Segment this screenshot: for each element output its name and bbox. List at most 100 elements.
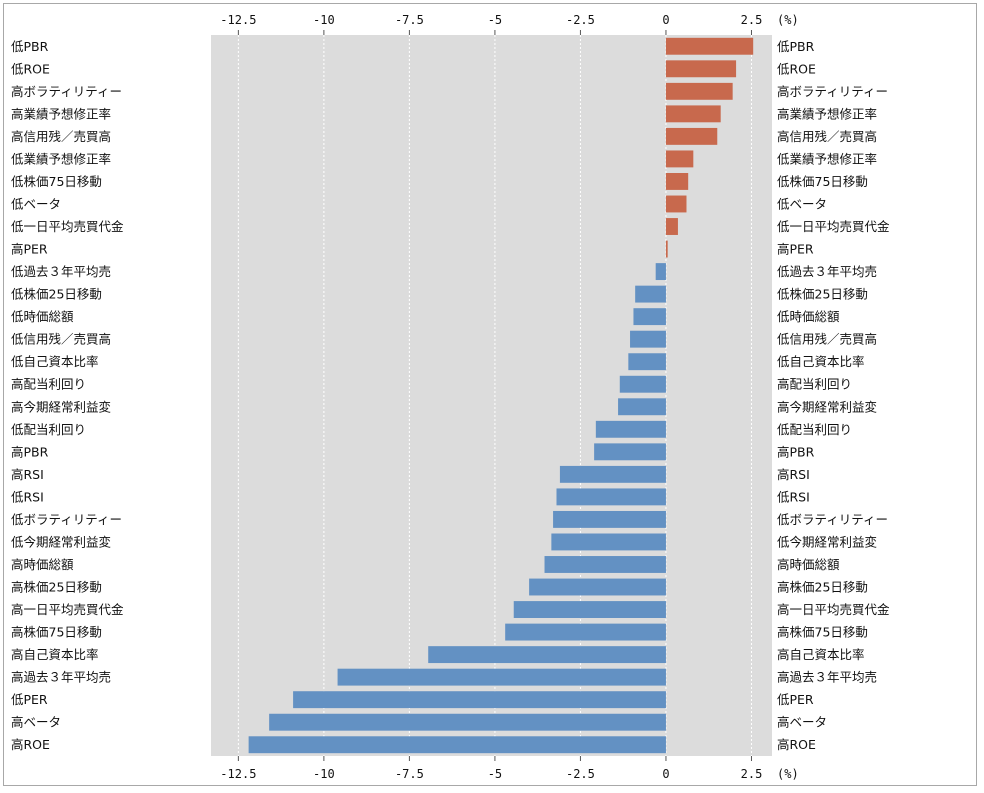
category-label-right: 低ボラティリティー — [777, 512, 888, 527]
axes: -12.5 -12.5 -10 -10 -7.5 -7.5 -5 -5 -2.5 -2.5 0 0 2.… — [220, 13, 798, 781]
bar — [665, 173, 689, 190]
category-label-right: 低今期経常利益変 — [777, 534, 877, 549]
category-label-right: 低PBR — [777, 39, 815, 54]
bar — [529, 578, 666, 596]
x-tick-label-top: 2.5 — [741, 13, 763, 27]
category-label-left: 低株価75日移動 — [11, 174, 102, 189]
x-tick-label-top: -5 — [488, 13, 502, 27]
category-label-right: 高信用残／売買高 — [777, 129, 877, 144]
category-label-left: 低過去３年平均売 — [11, 264, 111, 279]
category-label-right: 低業績予想修正率 — [777, 151, 877, 166]
x-tick-label-top: -12.5 — [220, 13, 256, 27]
bar — [633, 308, 666, 326]
category-label-left: 低ボラティリティー — [11, 512, 122, 527]
x-tick-label-bottom: -12.5 — [220, 767, 256, 781]
category-label-right: 低PER — [777, 692, 814, 707]
bar — [665, 240, 668, 258]
category-label-left: 高ベータ — [11, 715, 61, 730]
bar — [665, 195, 687, 213]
x-tick-label-bottom: -5 — [488, 767, 502, 781]
category-label-left: 高株価25日移動 — [11, 580, 102, 595]
category-label-right: 低ベータ — [777, 196, 827, 211]
bar — [594, 443, 666, 461]
category-label-left: 低ベータ — [11, 196, 61, 211]
category-label-right: 低配当利回り — [777, 422, 852, 437]
bar — [559, 465, 666, 483]
category-label-right: 高PBR — [777, 444, 815, 459]
bars — [248, 37, 754, 754]
category-label-right: 低信用残／売買高 — [777, 332, 877, 347]
category-label-left: 高信用残／売買高 — [11, 129, 111, 144]
bar — [337, 668, 666, 686]
x-tick-label-bottom: -10 — [313, 767, 335, 781]
bar — [665, 105, 721, 123]
bar-chart: -12.5 -12.5 -10 -10 -7.5 -7.5 -5 -5 -2.5 -2.5 0 0 2.… — [11, 13, 890, 781]
bar — [635, 285, 666, 303]
category-label-right: 低時価総額 — [777, 309, 840, 324]
bar — [665, 218, 678, 235]
x-tick-label-bottom: 2.5 — [741, 767, 763, 781]
category-label-left: 低信用残／売買高 — [11, 332, 111, 347]
bar — [551, 533, 666, 551]
x-tick-label-top: -10 — [313, 13, 335, 27]
x-tick-label-top: 0 — [662, 13, 669, 27]
category-label-left: 低時価総額 — [11, 309, 74, 324]
category-label-left: 高PER — [11, 242, 48, 257]
category-label-right: 低ROE — [777, 61, 816, 76]
bar — [513, 601, 666, 618]
category-label-right: 高業績予想修正率 — [777, 106, 877, 121]
category-label-left: 低今期経常利益変 — [11, 534, 111, 549]
category-label-right: 高ベータ — [777, 715, 827, 730]
category-label-right: 低RSI — [777, 489, 810, 504]
bar — [556, 488, 666, 506]
category-label-left: 高配当利回り — [11, 377, 86, 392]
bar — [665, 82, 733, 100]
category-label-left: 高自己資本比率 — [11, 647, 99, 662]
category-label-left: 低株価25日移動 — [11, 287, 102, 302]
category-label-left: 高業績予想修正率 — [11, 106, 111, 121]
category-label-right: 高ROE — [777, 737, 816, 752]
category-label-right: 高今期経常利益変 — [777, 399, 877, 414]
unit-label-bottom: (%) — [777, 767, 799, 781]
category-label-left: 低自己資本比率 — [11, 354, 99, 369]
category-label-right: 高一日平均売買代金 — [777, 602, 890, 617]
bar — [505, 623, 666, 641]
category-label-left: 低PBR — [11, 39, 49, 54]
category-label-right: 低株価75日移動 — [777, 174, 868, 189]
category-label-right: 高配当利回り — [777, 377, 852, 392]
bar — [618, 398, 666, 416]
x-tick-label-top: -2.5 — [566, 13, 595, 27]
grid-lines — [237, 35, 752, 756]
bar — [665, 60, 737, 78]
x-tick-label-top: -7.5 — [395, 13, 424, 27]
bar — [595, 420, 666, 438]
x-tick-label-bottom: 0 — [662, 767, 669, 781]
unit-label-top: (%) — [777, 13, 799, 27]
category-label-right: 低株価25日移動 — [777, 287, 868, 302]
category-label-left: 高時価総額 — [11, 557, 74, 572]
category-label-right: 高株価25日移動 — [777, 580, 868, 595]
x-tick-label-bottom: -7.5 — [395, 767, 424, 781]
category-label-left: 高ボラティリティー — [11, 84, 122, 99]
category-label-left: 高今期経常利益変 — [11, 399, 111, 414]
bar — [665, 127, 718, 145]
bar — [293, 691, 666, 709]
category-label-right: 低自己資本比率 — [777, 354, 865, 369]
category-label-left: 低RSI — [11, 489, 44, 504]
category-label-left: 高ROE — [11, 737, 50, 752]
bar — [544, 556, 666, 573]
category-labels: 低PBR 低PBR 低ROE 低ROE 高ボラティリティー 高ボラティリティー高業績予想修… — [11, 39, 890, 752]
category-label-right: 高自己資本比率 — [777, 647, 865, 662]
bar — [248, 736, 666, 754]
x-tick-label-bottom: -2.5 — [566, 767, 595, 781]
bar — [630, 330, 666, 348]
category-label-right: 高RSI — [777, 467, 810, 482]
category-label-right: 高過去３年平均売 — [777, 670, 877, 685]
chart-frame: -12.5 -12.5 -10 -10 -7.5 -7.5 -5 -5 -2.5 -2.5 0 0 2.… — [3, 3, 977, 786]
category-label-left: 高PBR — [11, 444, 49, 459]
bar — [428, 646, 666, 664]
category-label-left: 低配当利回り — [11, 422, 86, 437]
category-label-right: 高ボラティリティー — [777, 84, 888, 99]
bar — [553, 510, 666, 528]
category-label-left: 低PER — [11, 692, 48, 707]
